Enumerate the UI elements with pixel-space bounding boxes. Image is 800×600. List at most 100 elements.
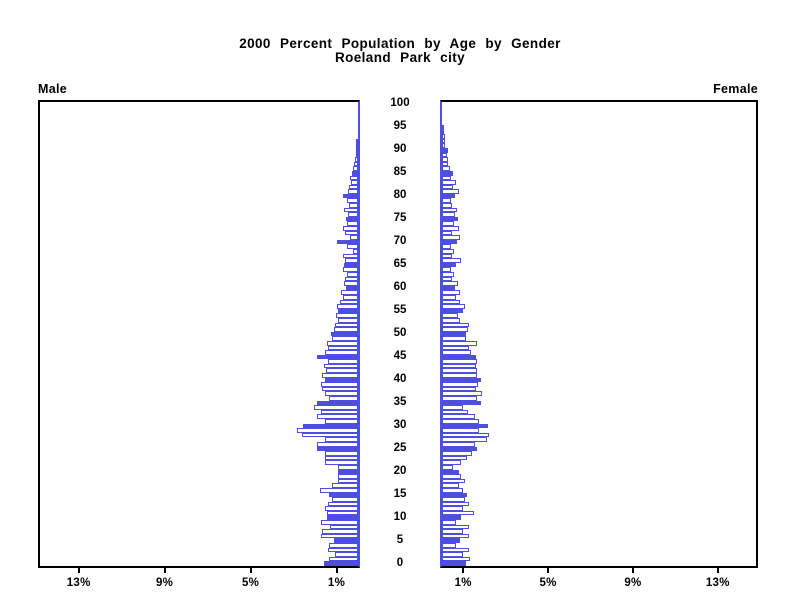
female-bar-age-93 [442, 134, 446, 139]
male-bar-age-2 [335, 552, 358, 557]
female-bar-age-59 [442, 290, 460, 295]
chart-title: 2000 Percent Population by Age by Gender [239, 36, 561, 51]
female-bar-age-54 [442, 313, 459, 318]
female-bar-age-6 [442, 533, 469, 539]
male-bar-age-56 [336, 304, 358, 309]
age-tick-label-65: 65 [393, 258, 407, 271]
male-bar-age-91 [356, 143, 358, 148]
female-x-tick-9% [631, 568, 634, 573]
male-bar-age-59 [341, 290, 358, 295]
male-bar-age-13 [327, 501, 358, 507]
male-bar-age-88 [354, 157, 358, 162]
female-bar-age-87 [442, 161, 448, 167]
female-bar-age-36 [442, 396, 478, 401]
female-bar-age-68 [442, 249, 455, 254]
male-bar-age-26 [317, 441, 358, 447]
age-tick-label-50: 50 [393, 327, 407, 339]
female-bar-age-83 [442, 180, 457, 185]
male-bar-age-76 [348, 212, 358, 217]
female-bar-age-73 [442, 226, 459, 231]
female-bar-age-69 [442, 244, 452, 250]
female-bar-age-71 [442, 235, 460, 240]
female-bar-age-77 [442, 207, 458, 213]
male-bar-age-20 [338, 469, 358, 475]
female-bar-age-82 [442, 184, 453, 190]
female-bar-age-4 [442, 543, 457, 548]
female-bar-age-2 [442, 552, 463, 557]
male-x-tick-9% [163, 568, 166, 573]
female-bar-age-19 [442, 474, 461, 479]
age-axis: 0 5 10 15 20 25 30 35 40 45 50 55 60 65 70 75 80 85 90 95 10… [360, 97, 440, 568]
female-bar-age-40 [442, 377, 481, 383]
female-bar-age-47 [442, 345, 469, 351]
female-bar-age-29 [442, 428, 480, 433]
male-bar-age-46 [325, 350, 358, 355]
female-x-tick-label-5%: 5% [539, 577, 557, 589]
male-bar-age-27 [325, 437, 358, 442]
male-bar-age-33 [321, 409, 358, 415]
male-bar-age-77 [344, 207, 358, 213]
female-panel [440, 100, 758, 568]
female-bar-age-14 [442, 497, 465, 502]
female-bar-age-32 [442, 414, 475, 419]
female-bar-age-81 [442, 189, 459, 194]
female-bar-age-5 [442, 538, 460, 544]
female-bar-age-95 [442, 124, 445, 130]
female-x-tick-5% [547, 568, 550, 573]
male-bar-age-92 [356, 138, 358, 144]
male-bar-age-55 [337, 308, 358, 314]
female-bar-age-21 [442, 464, 454, 470]
female-bar-age-24 [442, 451, 472, 456]
male-bar-age-74 [347, 221, 358, 227]
male-bar-age-12 [325, 506, 358, 511]
male-bar-age-70 [337, 239, 358, 245]
female-bar-age-27 [442, 437, 487, 442]
male-bar-age-8 [329, 524, 358, 530]
male-bar-age-40 [324, 377, 358, 383]
age-tick-label-5: 5 [396, 533, 404, 546]
male-bar-age-81 [348, 189, 358, 194]
female-bar-age-22 [442, 460, 462, 465]
male-x-tick-label-13%: 13% [66, 577, 91, 589]
female-bar-age-3 [442, 547, 469, 553]
male-bar-age-22 [325, 460, 358, 465]
male-bar-age-6 [321, 533, 358, 539]
male-bar-age-75 [345, 216, 358, 222]
age-tick-label-80: 80 [393, 189, 407, 202]
female-bar-age-63 [442, 271, 455, 277]
male-bar-age-66 [344, 258, 358, 263]
male-bar-age-5 [333, 538, 358, 544]
female-x-tick-1% [462, 568, 465, 573]
female-bar-age-76 [442, 212, 455, 217]
male-x-tick-label-5%: 5% [241, 577, 260, 589]
female-bar-age-80 [442, 193, 455, 199]
female-bar-age-43 [442, 363, 476, 369]
male-bar-age-58 [343, 294, 358, 300]
female-bar-age-57 [442, 299, 460, 305]
male-bar-age-10 [326, 515, 358, 521]
male-bar-age-67 [342, 253, 358, 259]
female-bar-age-62 [442, 276, 452, 282]
male-bar-age-85 [351, 170, 358, 176]
age-tick-label-20: 20 [393, 464, 407, 477]
female-x-tick-label-9%: 9% [624, 577, 642, 589]
female-bar-age-52 [442, 322, 469, 328]
male-bar-age-71 [349, 235, 358, 240]
age-tick-label-40: 40 [393, 372, 407, 385]
male-bar-age-43 [323, 363, 358, 369]
age-tick-label-10: 10 [393, 510, 407, 523]
female-bar-age-25 [442, 446, 477, 452]
male-bar-age-11 [326, 510, 358, 516]
female-bar-age-64 [442, 267, 452, 272]
male-bar-age-63 [347, 271, 358, 277]
age-tick-label-25: 25 [393, 441, 407, 454]
female-bar-age-79 [442, 198, 452, 204]
male-x-tick-1% [335, 568, 338, 573]
male-bar-age-68 [353, 249, 358, 254]
female-bar-age-78 [442, 203, 452, 208]
female-x-tick-13% [716, 568, 719, 573]
female-bar-age-20 [442, 469, 459, 475]
male-bar-age-48 [326, 340, 358, 346]
male-bar-age-49 [331, 336, 358, 341]
age-tick-label-75: 75 [393, 212, 407, 225]
